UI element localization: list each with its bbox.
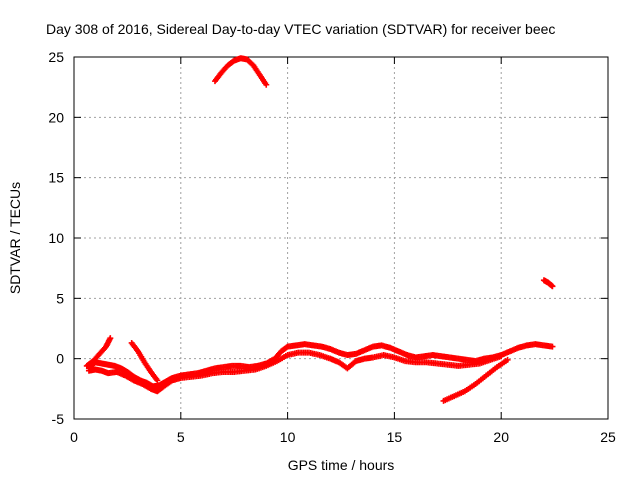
data-series xyxy=(83,55,556,404)
x-tick-label: 5 xyxy=(177,429,185,445)
y-tick-label: 20 xyxy=(48,109,64,125)
data-point xyxy=(154,377,161,384)
y-axis-label: SDTVAR / TECUs xyxy=(7,182,23,294)
x-tick-labels: 0 5 10 15 20 25 xyxy=(70,429,616,445)
x-tick-label: 0 xyxy=(70,429,78,445)
series-lower-band xyxy=(85,349,505,395)
series-peak-arc xyxy=(211,55,270,88)
series-main-band xyxy=(85,341,556,390)
x-tick-label: 25 xyxy=(600,429,616,445)
y-tick-labels: -5 0 5 10 15 20 25 xyxy=(48,49,64,427)
data-point xyxy=(549,343,556,350)
y-tick-label: 0 xyxy=(56,351,64,367)
series-late-descent xyxy=(440,356,511,404)
y-tick-label: -5 xyxy=(52,411,65,427)
x-tick-label: 10 xyxy=(280,429,296,445)
grid xyxy=(74,57,608,419)
series-early-hump xyxy=(128,339,161,384)
y-tick-label: 5 xyxy=(56,290,64,306)
series-short-segment xyxy=(540,277,556,290)
x-axis-label: GPS time / hours xyxy=(288,457,395,473)
axis-ticks xyxy=(73,56,609,420)
chart-title: Day 308 of 2016, Sidereal Day-to-day VTE… xyxy=(46,21,555,37)
data-point xyxy=(263,81,270,88)
x-tick-label: 15 xyxy=(387,429,403,445)
y-tick-label: 10 xyxy=(48,230,64,246)
data-point xyxy=(498,353,505,360)
data-point xyxy=(107,335,114,342)
y-tick-label: 15 xyxy=(48,170,64,186)
data-point xyxy=(504,356,511,363)
x-tick-label: 20 xyxy=(493,429,509,445)
y-tick-label: 25 xyxy=(48,49,64,65)
series-early-rise xyxy=(83,335,114,369)
data-point xyxy=(549,283,556,290)
